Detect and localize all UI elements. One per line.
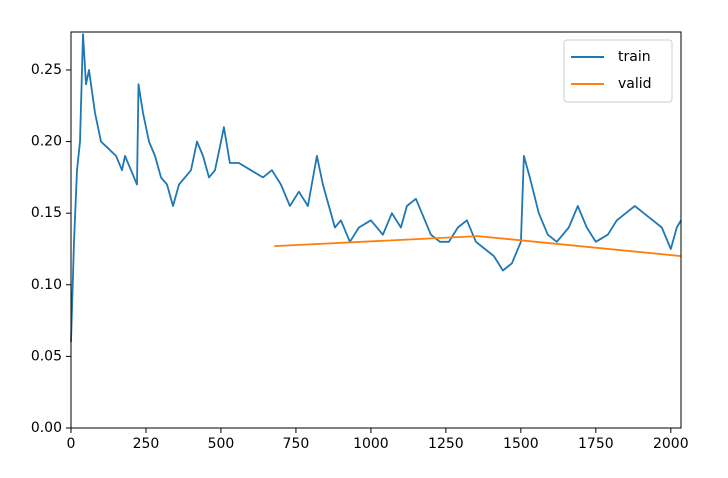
x-tick-label: 250	[133, 436, 160, 452]
x-tick-label: 500	[208, 436, 235, 452]
x-tick-label: 1750	[578, 436, 614, 452]
plot-frame	[70, 31, 682, 429]
x-tick-label: 1250	[428, 436, 464, 452]
x-tick-label: 0	[67, 436, 76, 452]
x-tick-label: 2000	[653, 436, 689, 452]
legend-label: valid	[618, 76, 652, 92]
legend-label: train	[618, 49, 651, 65]
legend-box	[563, 39, 673, 103]
x-tick-label: 750	[283, 436, 310, 452]
x-tick-label: 1500	[503, 436, 539, 452]
y-tick-label: 0.25	[31, 62, 62, 78]
series-line	[274, 235, 682, 257]
y-tick-label: 0.15	[31, 205, 62, 221]
y-tick-label: 0.10	[31, 277, 62, 293]
y-tick-label: 0.05	[31, 348, 62, 364]
series-line	[70, 33, 682, 343]
y-tick-label: 0.00	[31, 420, 62, 436]
y-tick-label: 0.20	[31, 134, 62, 150]
x-tick-label: 1000	[353, 436, 389, 452]
